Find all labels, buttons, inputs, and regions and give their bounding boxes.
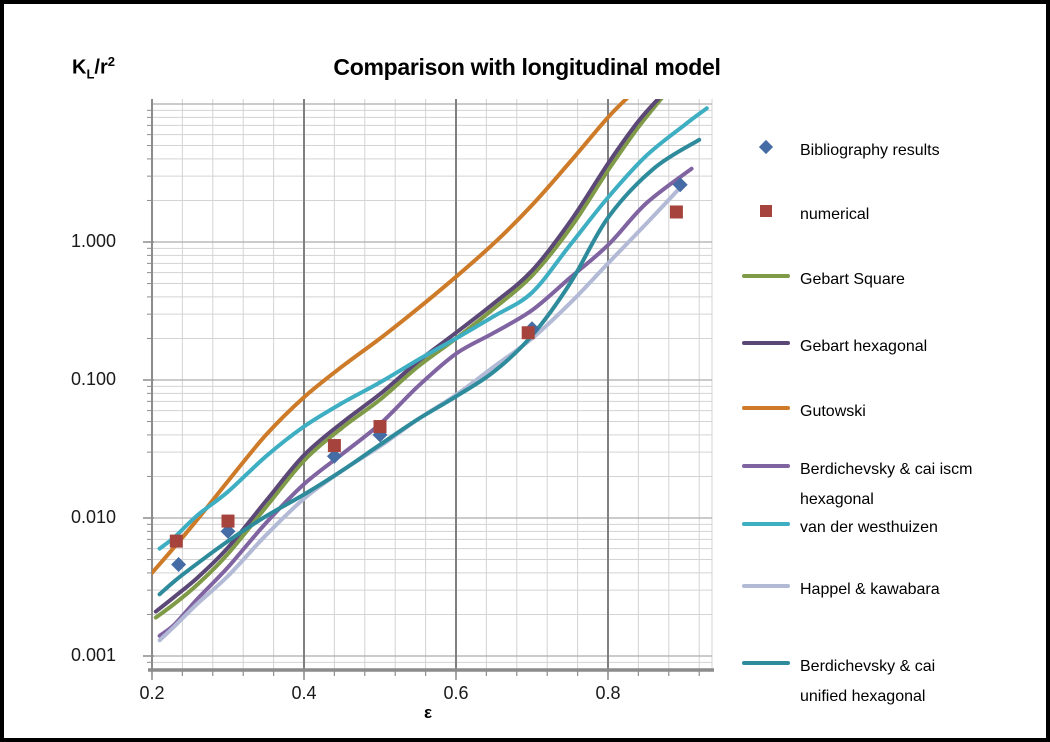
legend-label-line: van der westhuizen [800, 519, 938, 536]
legend-item-happel-and-kawabara[interactable]: Happel & kawabara [741, 575, 940, 605]
series-line-gebart-hexagonal[interactable] [153, 94, 663, 614]
legend-label: Berdichevsky & cai iscm hexagonal [800, 455, 973, 515]
legend-line-key-icon [741, 397, 791, 418]
series-line-happel-and-kawabara[interactable] [157, 183, 684, 643]
legend-label-line: Bibliography results [800, 142, 940, 159]
line-glyph [742, 463, 790, 468]
marker-diamond-bibliography-results[interactable] [220, 523, 236, 539]
legend-label-line: Berdichevsky & cai iscm [800, 461, 973, 478]
legend-item-van-der-westhuizen[interactable]: van der westhuizen [741, 513, 938, 543]
series-line-gutowski[interactable] [152, 93, 632, 575]
marker-diamond-bibliography-results[interactable] [672, 177, 688, 193]
plot-area [143, 93, 714, 680]
series-line-berdichevsky-and-cai-unified-hexagonal[interactable] [157, 137, 702, 597]
chart-title: Comparison with longitudinal model [333, 54, 721, 80]
x-tick-label: 0.8 [595, 683, 621, 703]
legend-label-line: hexagonal [800, 491, 874, 508]
x-tick-label: 0.6 [443, 683, 469, 703]
legend-item-berdichevsky-and-cai-iscm-hexagonal[interactable]: Berdichevsky & cai iscm hexagonal [741, 455, 973, 515]
legend-label-line: Gebart hexagonal [800, 338, 928, 355]
y-axis-title-base: K [72, 56, 87, 79]
legend-label: Berdichevsky & cai unified hexagonal [800, 652, 935, 712]
series-line-van-der-westhuizen[interactable] [157, 106, 709, 551]
y-axis-title-sup: 2 [107, 54, 115, 69]
y-axis-title-sub: L [86, 66, 95, 82]
legend-label-line: Gutowski [800, 403, 866, 420]
legend-item-bibliography-results[interactable]: Bibliography results [741, 136, 940, 166]
legend-line-key-icon [741, 265, 791, 286]
legend-label: Happel & kawabara [800, 575, 940, 605]
marker-square-numerical[interactable] [373, 420, 387, 434]
y-tick-label: 0.010 [70, 507, 116, 527]
y-tick-label: 0.100 [70, 369, 116, 389]
x-axis-title: ε [423, 703, 433, 722]
legend-item-berdichevsky-and-cai-unified-hexagonal[interactable]: Berdichevsky & cai unified hexagonal [741, 652, 935, 712]
legend-line-key-icon [741, 455, 791, 476]
legend-line-key-icon [741, 575, 791, 596]
diamond-glyph [758, 139, 774, 154]
legend-item-gebart-hexagonal[interactable]: Gebart hexagonal [741, 332, 927, 362]
legend-line-key-icon [741, 332, 791, 353]
line-glyph [742, 340, 790, 345]
legend-item-gebart-square[interactable]: Gebart Square [741, 265, 905, 295]
marker-square-numerical[interactable] [169, 534, 183, 548]
series-lines [152, 93, 709, 643]
x-tick-label: 0.4 [291, 683, 317, 703]
legend-diamond-key-icon [741, 136, 791, 157]
scatter-markers [169, 177, 688, 573]
legend-label: Gebart Square [800, 265, 905, 295]
line-glyph [742, 273, 790, 278]
marker-square-numerical[interactable] [327, 439, 341, 453]
marker-square-numerical[interactable] [521, 326, 535, 340]
line-glyph [742, 660, 790, 665]
marker-square-numerical[interactable] [221, 514, 235, 528]
marker-square-numerical[interactable] [669, 205, 683, 219]
legend-line-key-icon [741, 513, 791, 534]
legend-label-line: Happel & kawabara [800, 581, 940, 598]
legend-item-numerical[interactable]: numerical [741, 200, 869, 230]
square-glyph [760, 204, 772, 217]
y-tick-label: 0.001 [70, 645, 116, 665]
legend-square-key-icon [741, 200, 791, 221]
y-axis-title-mid: /r [94, 56, 108, 79]
legend-item-gutowski[interactable]: Gutowski [741, 397, 866, 427]
line-glyph [742, 405, 790, 410]
marker-diamond-bibliography-results[interactable] [171, 557, 187, 573]
marker-diamond-bibliography-results[interactable] [326, 448, 342, 464]
legend-label: numerical [800, 200, 869, 230]
legend-label-line: Berdichevsky & cai [800, 658, 936, 675]
legend-label-line: numerical [800, 206, 870, 223]
legend-label: Gutowski [800, 397, 866, 427]
legend-label: Gebart hexagonal [800, 332, 927, 362]
series-line-berdichevsky-and-cai-iscm-hexagonal[interactable] [157, 166, 694, 638]
x-tick-label: 0.2 [139, 683, 165, 703]
y-tick-label: 1.000 [70, 231, 116, 251]
legend-label-line: unified hexagonal [800, 688, 926, 705]
gridlines [152, 99, 713, 669]
y-axis-title: KL/r2 [72, 54, 115, 82]
series-line-gebart-square[interactable] [153, 94, 665, 620]
axes [143, 99, 714, 680]
line-glyph [742, 583, 790, 588]
legend-label: Bibliography results [800, 136, 940, 166]
legend-label: van der westhuizen [800, 513, 938, 543]
legend-line-key-icon [741, 652, 791, 673]
legend-label-line: Gebart Square [800, 271, 905, 288]
line-glyph [742, 521, 790, 526]
